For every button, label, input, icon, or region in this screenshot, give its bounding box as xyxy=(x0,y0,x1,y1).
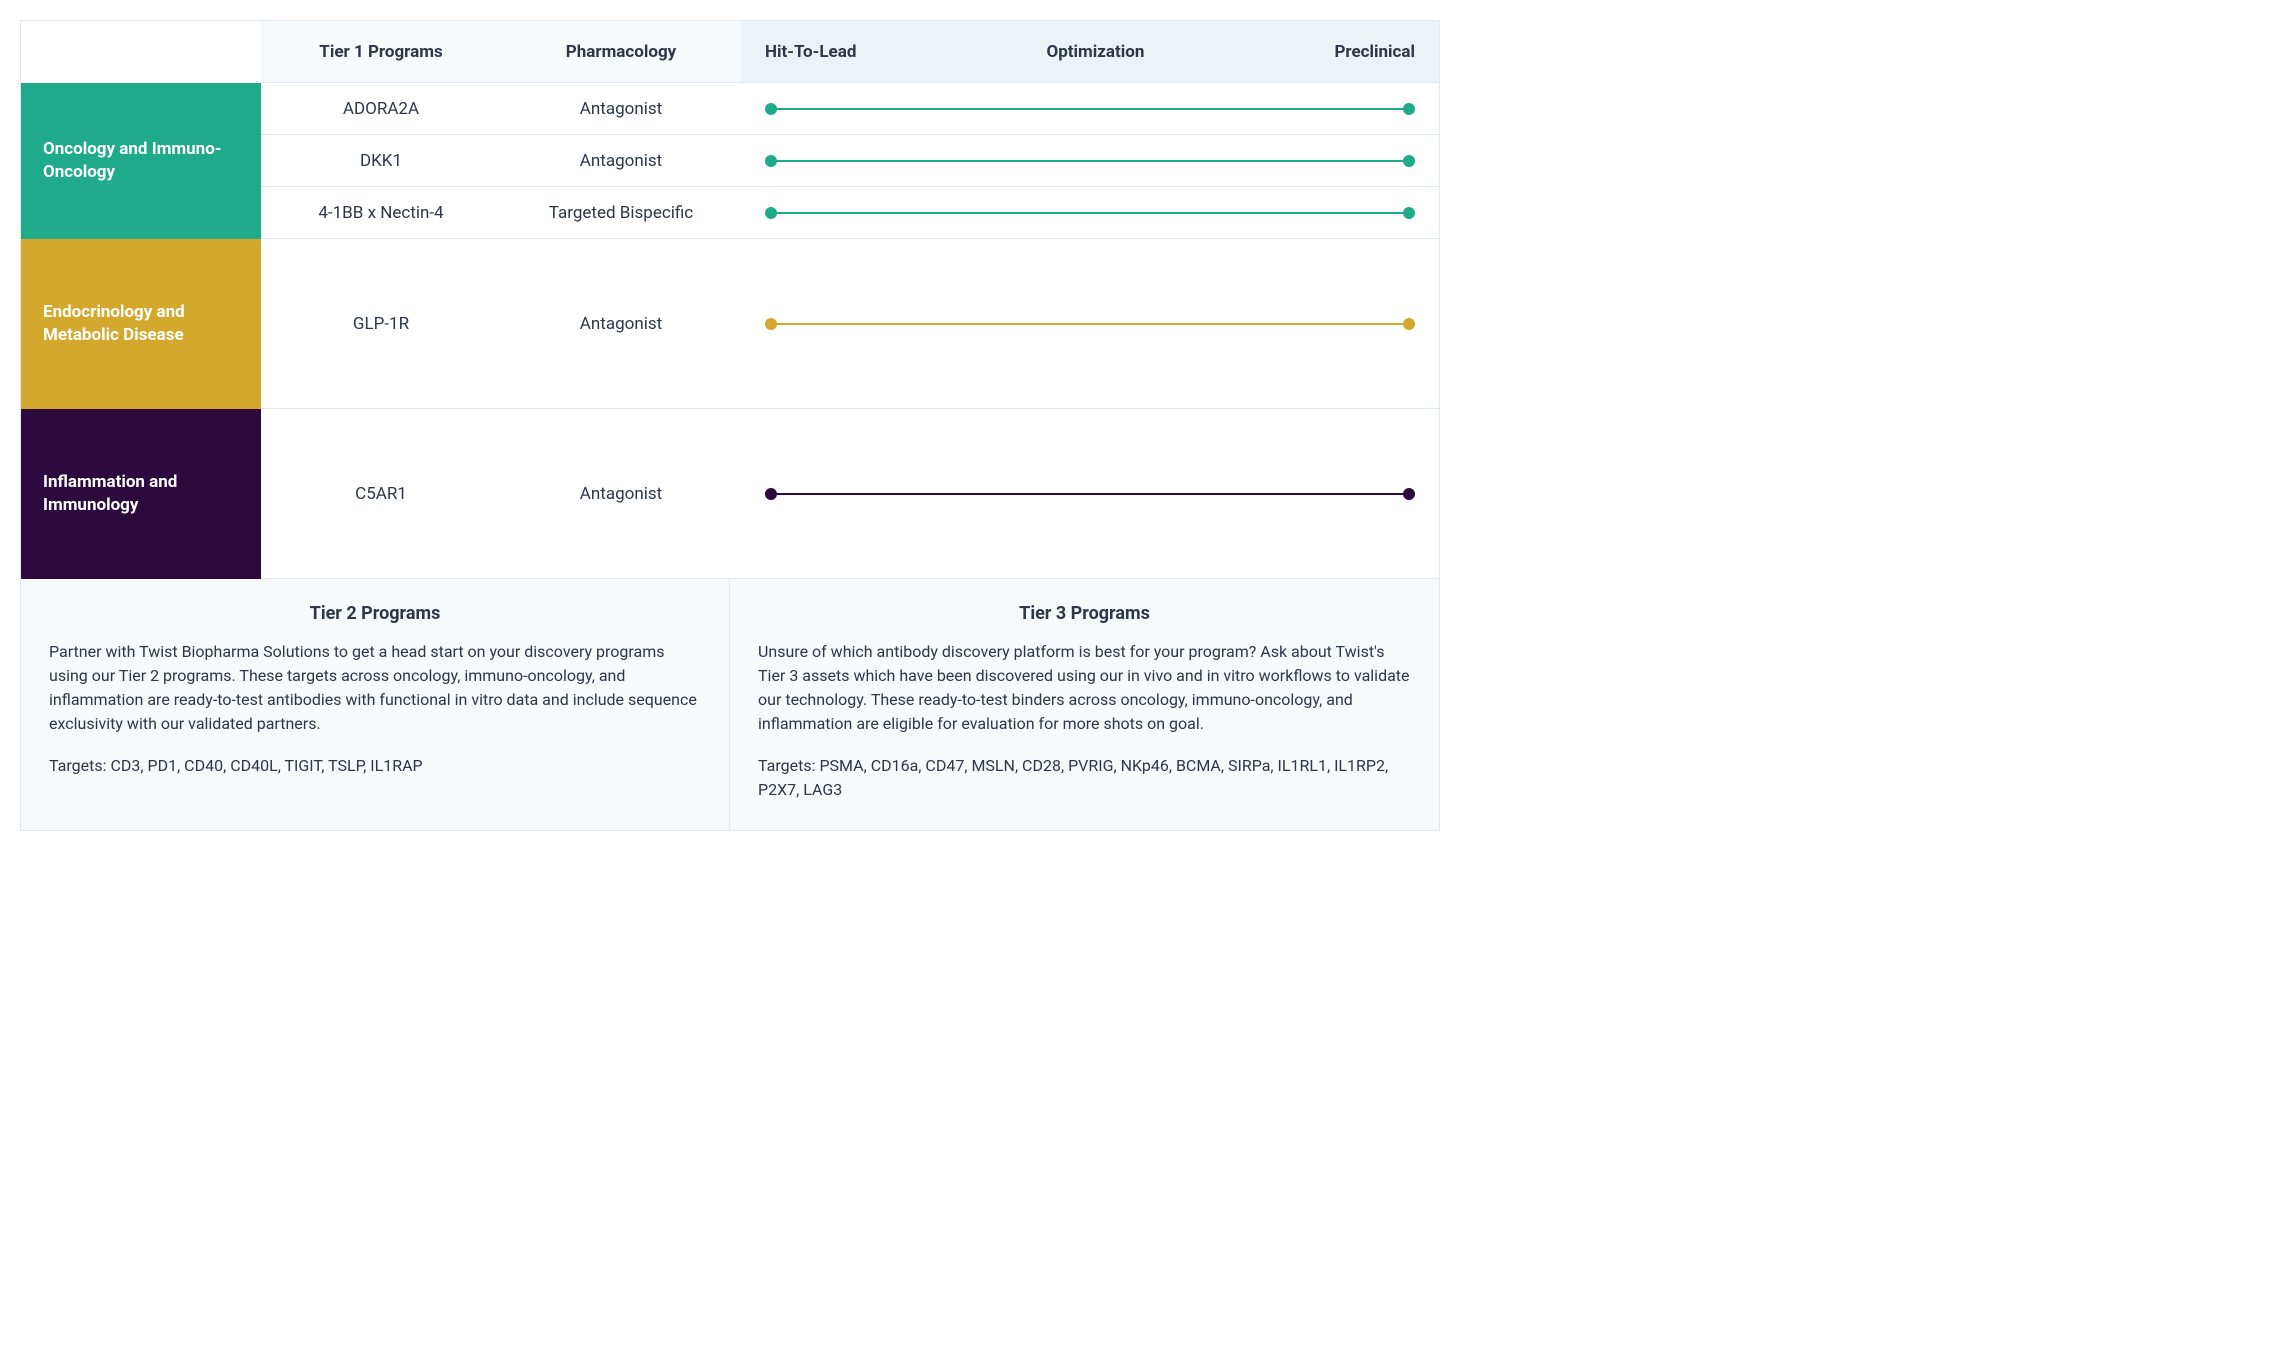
program-rows: ADORA2AAntagonistDKK1Antagonist4-1BB x N… xyxy=(261,83,1439,239)
program-pharmacology: Antagonist xyxy=(501,409,741,578)
progress-dot-end xyxy=(1403,488,1415,500)
tier3-column: Tier 3 Programs Unsure of which antibody… xyxy=(730,579,1439,830)
program-pharmacology: Antagonist xyxy=(501,83,741,134)
stage-hit-to-lead: Hit-To-Lead xyxy=(765,42,856,62)
header-row: Tier 1 Programs Pharmacology Hit-To-Lead… xyxy=(21,21,1439,83)
program-name: ADORA2A xyxy=(261,83,501,134)
program-row: ADORA2AAntagonist xyxy=(261,83,1439,135)
progress-dot-end xyxy=(1403,318,1415,330)
header-pharmacology: Pharmacology xyxy=(501,21,741,83)
program-rows: GLP-1RAntagonist xyxy=(261,239,1439,409)
program-name: DKK1 xyxy=(261,135,501,186)
pipeline-table: Tier 1 Programs Pharmacology Hit-To-Lead… xyxy=(20,20,1440,831)
program-row: DKK1Antagonist xyxy=(261,135,1439,187)
progress-track xyxy=(765,103,1415,115)
progress-dot-start xyxy=(765,155,777,167)
tier3-body: Unsure of which antibody discovery platf… xyxy=(758,640,1411,736)
progress-line xyxy=(771,323,1409,325)
header-stages: Hit-To-Lead Optimization Preclinical xyxy=(741,21,1439,83)
stage-preclinical: Preclinical xyxy=(1334,42,1415,62)
progress-line xyxy=(771,212,1409,214)
program-pharmacology: Antagonist xyxy=(501,239,741,408)
program-row: GLP-1RAntagonist xyxy=(261,239,1439,409)
progress-track xyxy=(765,207,1415,219)
stage-optimization: Optimization xyxy=(856,42,1334,62)
progress-line xyxy=(771,493,1409,495)
progress-track-cell xyxy=(741,135,1439,186)
progress-track-cell xyxy=(741,187,1439,238)
progress-line xyxy=(771,160,1409,162)
progress-track-cell xyxy=(741,409,1439,578)
program-row: 4-1BB x Nectin-4Targeted Bispecific xyxy=(261,187,1439,239)
header-tier1: Tier 1 Programs xyxy=(261,21,501,83)
category-inflammation: Inflammation and ImmunologyC5AR1Antagoni… xyxy=(21,409,1439,579)
program-pharmacology: Antagonist xyxy=(501,135,741,186)
tier2-column: Tier 2 Programs Partner with Twist Bioph… xyxy=(21,579,730,830)
category-label: Oncology and Immuno-Oncology xyxy=(21,83,261,239)
program-name: C5AR1 xyxy=(261,409,501,578)
progress-dot-start xyxy=(765,318,777,330)
tier3-targets: Targets: PSMA, CD16a, CD47, MSLN, CD28, … xyxy=(758,754,1411,802)
progress-dot-end xyxy=(1403,207,1415,219)
bottom-section: Tier 2 Programs Partner with Twist Bioph… xyxy=(21,579,1439,830)
progress-track-cell xyxy=(741,239,1439,408)
categories-container: Oncology and Immuno-OncologyADORA2AAntag… xyxy=(21,83,1439,579)
progress-track xyxy=(765,488,1415,500)
category-oncology: Oncology and Immuno-OncologyADORA2AAntag… xyxy=(21,83,1439,239)
tier2-body: Partner with Twist Biopharma Solutions t… xyxy=(49,640,701,736)
progress-dot-end xyxy=(1403,103,1415,115)
header-blank xyxy=(21,21,261,83)
program-row: C5AR1Antagonist xyxy=(261,409,1439,579)
category-label: Inflammation and Immunology xyxy=(21,409,261,579)
progress-dot-start xyxy=(765,488,777,500)
program-name: GLP-1R xyxy=(261,239,501,408)
tier3-title: Tier 3 Programs xyxy=(758,603,1411,624)
progress-dot-start xyxy=(765,103,777,115)
tier2-targets: Targets: CD3, PD1, CD40, CD40L, TIGIT, T… xyxy=(49,754,701,778)
progress-line xyxy=(771,108,1409,110)
category-endocrinology: Endocrinology and Metabolic DiseaseGLP-1… xyxy=(21,239,1439,409)
progress-dot-end xyxy=(1403,155,1415,167)
program-pharmacology: Targeted Bispecific xyxy=(501,187,741,238)
progress-dot-start xyxy=(765,207,777,219)
category-label: Endocrinology and Metabolic Disease xyxy=(21,239,261,409)
tier2-title: Tier 2 Programs xyxy=(49,603,701,624)
program-name: 4-1BB x Nectin-4 xyxy=(261,187,501,238)
progress-track xyxy=(765,318,1415,330)
progress-track xyxy=(765,155,1415,167)
program-rows: C5AR1Antagonist xyxy=(261,409,1439,579)
progress-track-cell xyxy=(741,83,1439,134)
